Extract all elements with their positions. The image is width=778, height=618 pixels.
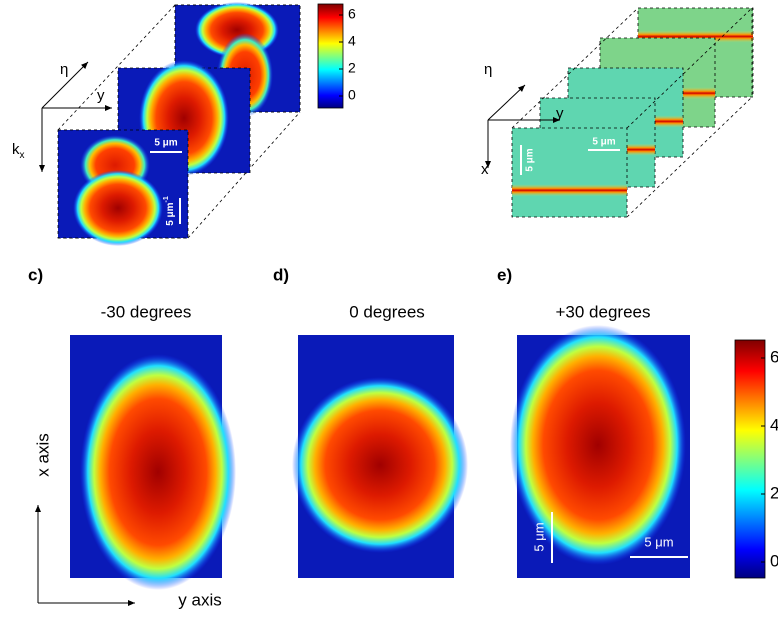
panel-letter: e) <box>497 265 512 284</box>
colorbar-tick-label: 6 <box>770 347 778 366</box>
axis-label: kx <box>12 141 25 161</box>
scale-label: 5 μm <box>154 138 177 149</box>
axis-label: y <box>556 105 564 122</box>
colorbar-tick-label: 0 <box>770 551 778 570</box>
top-right-stack: 5 μm 5 μm <box>512 8 753 217</box>
panel-title: -30 degrees <box>101 302 192 321</box>
scale-label: 5 μm <box>525 148 536 171</box>
figure: 5 μm 5 μm-1 η y kx 6420 5 μm5 μm η y x 5… <box>0 0 778 613</box>
panel-title: +30 degrees <box>556 302 651 321</box>
colorbar <box>735 340 765 578</box>
scale-label: 5 μm <box>592 137 615 148</box>
colorbar-tick-label: 2 <box>348 60 356 76</box>
colorbar-tick-label: 4 <box>348 33 356 49</box>
axis-label: y <box>97 87 105 104</box>
axis-label: x axis <box>33 433 52 476</box>
panel-letter: c) <box>28 265 43 284</box>
colorbar <box>318 4 343 108</box>
axis-label: η <box>484 61 492 78</box>
colorbar-tick-label: 6 <box>348 6 356 22</box>
scale-label: 5 μm <box>644 534 673 549</box>
colorbar-tick-label: 0 <box>348 87 356 103</box>
panel-title: 0 degrees <box>349 302 425 321</box>
axis-label: η <box>60 61 68 78</box>
axis-label: y axis <box>178 590 221 609</box>
bottom-panels: 5 μm 5 μm 6 4 2 0 x axis y axis c) -30 degre… <box>28 265 778 609</box>
axis-label: x <box>481 161 489 178</box>
scale-label: 5 μm <box>531 522 546 551</box>
colorbar-tick-label: 2 <box>770 483 778 502</box>
colorbar-tick-label: 4 <box>770 415 778 434</box>
panel-letter: d) <box>273 265 289 284</box>
